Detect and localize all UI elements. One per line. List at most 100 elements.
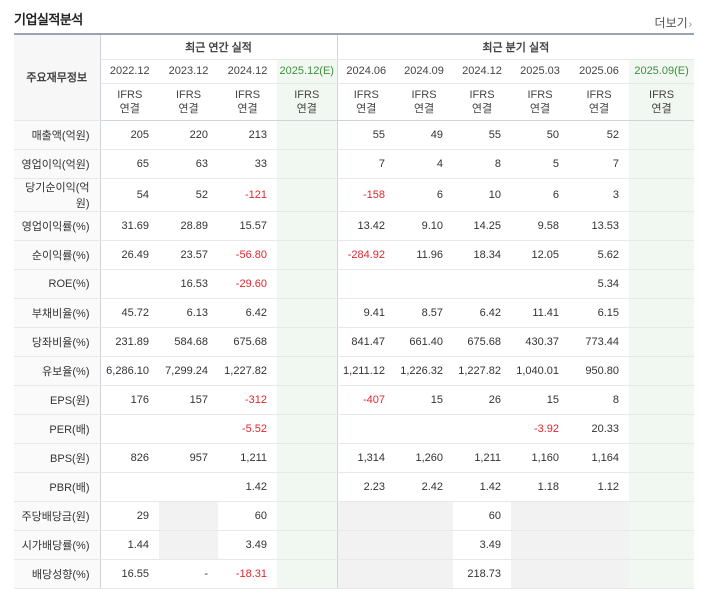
standard-ifrs: IFRS <box>234 88 261 101</box>
more-link[interactable]: 더보기› <box>655 14 692 31</box>
table-cell: 16.55 <box>100 559 159 589</box>
table-cell: 26 <box>453 384 512 415</box>
table-cell: 11.96 <box>395 240 454 270</box>
table-cell: 1,260 <box>395 443 454 473</box>
table-cell: 15 <box>511 384 570 415</box>
table-cell <box>629 472 695 502</box>
table-cell: 950.80 <box>569 356 630 386</box>
table-cell: -312 <box>218 384 277 415</box>
financial-table: 주요재무정보 최근 연간 실적 최근 분기 실적 2022.12 2023.12 2… <box>14 33 695 589</box>
standard-ifrs: IFRS <box>649 88 675 101</box>
table-cell: 6.42 <box>453 297 512 328</box>
table-cell: 29 <box>100 500 159 531</box>
table-cell: 3.49 <box>453 530 512 560</box>
standard-ifrs: IFRS <box>586 88 612 101</box>
table-cell <box>277 530 338 560</box>
standard-ifrs: IFRS <box>175 88 202 101</box>
row-label: 유보율(%) <box>14 356 101 386</box>
table-cell: 23.57 <box>159 240 218 270</box>
table-cell: 3.49 <box>218 530 277 560</box>
row-label: EPS(원) <box>14 384 101 415</box>
table-row: PER(배) -5.52 -3.92 20.33 <box>14 414 695 444</box>
table-cell <box>395 559 454 589</box>
table-cell <box>277 240 338 270</box>
table-row: 부채비율(%) 45.72 6.13 6.42 9.41 8.57 6.42 11.41 6.1… <box>14 297 695 328</box>
period-header: 2024.12 <box>453 59 512 84</box>
table-cell <box>629 240 695 270</box>
period-header: 2024.12 <box>218 59 277 84</box>
standard-consolidated: 연결 <box>529 102 551 115</box>
standard-ifrs: IFRS <box>294 88 320 101</box>
table-cell: 18.34 <box>453 240 512 270</box>
row-header-label: 주요재무정보 <box>14 33 101 121</box>
accounting-standard: IFRS 연결 <box>395 83 454 121</box>
table-cell <box>159 472 218 502</box>
standard-consolidated: 연결 <box>651 102 672 115</box>
table-cell: 231.89 <box>100 327 159 357</box>
table-cell: - <box>159 559 218 589</box>
row-label: 순이익률(%) <box>14 240 101 270</box>
table-cell <box>337 530 396 560</box>
table-cell: 7,299.24 <box>159 356 218 386</box>
period-header: 2022.12 <box>100 59 159 84</box>
accounting-standard: IFRS 연결 <box>218 83 277 121</box>
standard-consolidated: 연결 <box>237 102 258 115</box>
table-cell <box>511 500 570 531</box>
table-cell: 10 <box>453 178 512 212</box>
table-cell <box>277 559 338 589</box>
table-cell: -18.31 <box>218 559 277 589</box>
table-cell: 1,227.82 <box>453 356 512 386</box>
table-cell <box>629 149 695 179</box>
table-cell: -3.92 <box>511 414 570 444</box>
table-cell: 4 <box>395 149 454 179</box>
table-row: PBR(배) 1.42 2.23 2.42 1.42 1.18 1.12 <box>14 472 695 502</box>
table-row: 시가배당률(%) 1.44 3.49 3.49 <box>14 530 695 560</box>
standard-consolidated: 연결 <box>119 102 140 115</box>
table-cell: 1,211 <box>453 443 512 473</box>
table-cell: 157 <box>159 384 218 415</box>
table-cell: 6 <box>511 178 570 212</box>
table-cell: 1.18 <box>511 472 570 502</box>
accounting-standard: IFRS 연결 <box>569 83 630 121</box>
standard-consolidated: 연결 <box>588 102 610 115</box>
accounting-standard: IFRS 연결 <box>100 83 159 121</box>
table-cell: 205 <box>100 120 159 150</box>
table-row: 당좌비율(%) 231.89 584.68 675.68 841.47 661.40 675… <box>14 327 695 357</box>
table-cell <box>277 297 338 328</box>
table-cell <box>629 210 695 241</box>
table-cell <box>629 384 695 415</box>
table-row: 영업이익률(%) 31.69 28.89 15.57 13.42 9.10 14.25 9.5… <box>14 210 695 241</box>
row-label: 영업이익률(%) <box>14 210 101 241</box>
table-cell: 26.49 <box>100 240 159 270</box>
accounting-standard: IFRS 연결 <box>159 83 218 121</box>
table-row: ROE(%) 16.53 -29.60 5.34 <box>14 269 695 299</box>
row-label: 영업이익(억원) <box>14 149 101 179</box>
table-cell <box>629 269 695 299</box>
table-cell: 218.73 <box>453 559 512 589</box>
table-row: 당기순이익(억원) 54 52 -121 -158 6 10 6 3 <box>14 178 695 212</box>
table-cell <box>569 500 630 531</box>
table-cell: 9.10 <box>395 210 454 241</box>
table-cell: -407 <box>337 384 396 415</box>
table-cell <box>511 269 570 299</box>
period-header: 2024.09 <box>395 59 454 84</box>
table-cell <box>629 356 695 386</box>
table-cell <box>277 356 338 386</box>
row-label: 배당성향(%) <box>14 559 101 589</box>
standard-ifrs: IFRS <box>353 88 379 101</box>
table-cell: -121 <box>218 178 277 212</box>
table-cell: 1,227.82 <box>218 356 277 386</box>
table-cell <box>277 384 338 415</box>
period-header: 2025.06 <box>569 59 630 84</box>
table-cell: 430.37 <box>511 327 570 357</box>
standard-consolidated: 연결 <box>178 102 199 115</box>
table-cell: 49 <box>395 120 454 150</box>
row-label: 당좌비율(%) <box>14 327 101 357</box>
table-cell <box>277 414 338 444</box>
row-label: PER(배) <box>14 414 101 444</box>
table-row: 영업이익(억원) 65 63 33 7 4 8 5 7 <box>14 149 695 179</box>
table-cell <box>629 530 695 560</box>
table-cell <box>453 269 512 299</box>
row-label: 시가배당률(%) <box>14 530 101 560</box>
table-cell: 8.57 <box>395 297 454 328</box>
